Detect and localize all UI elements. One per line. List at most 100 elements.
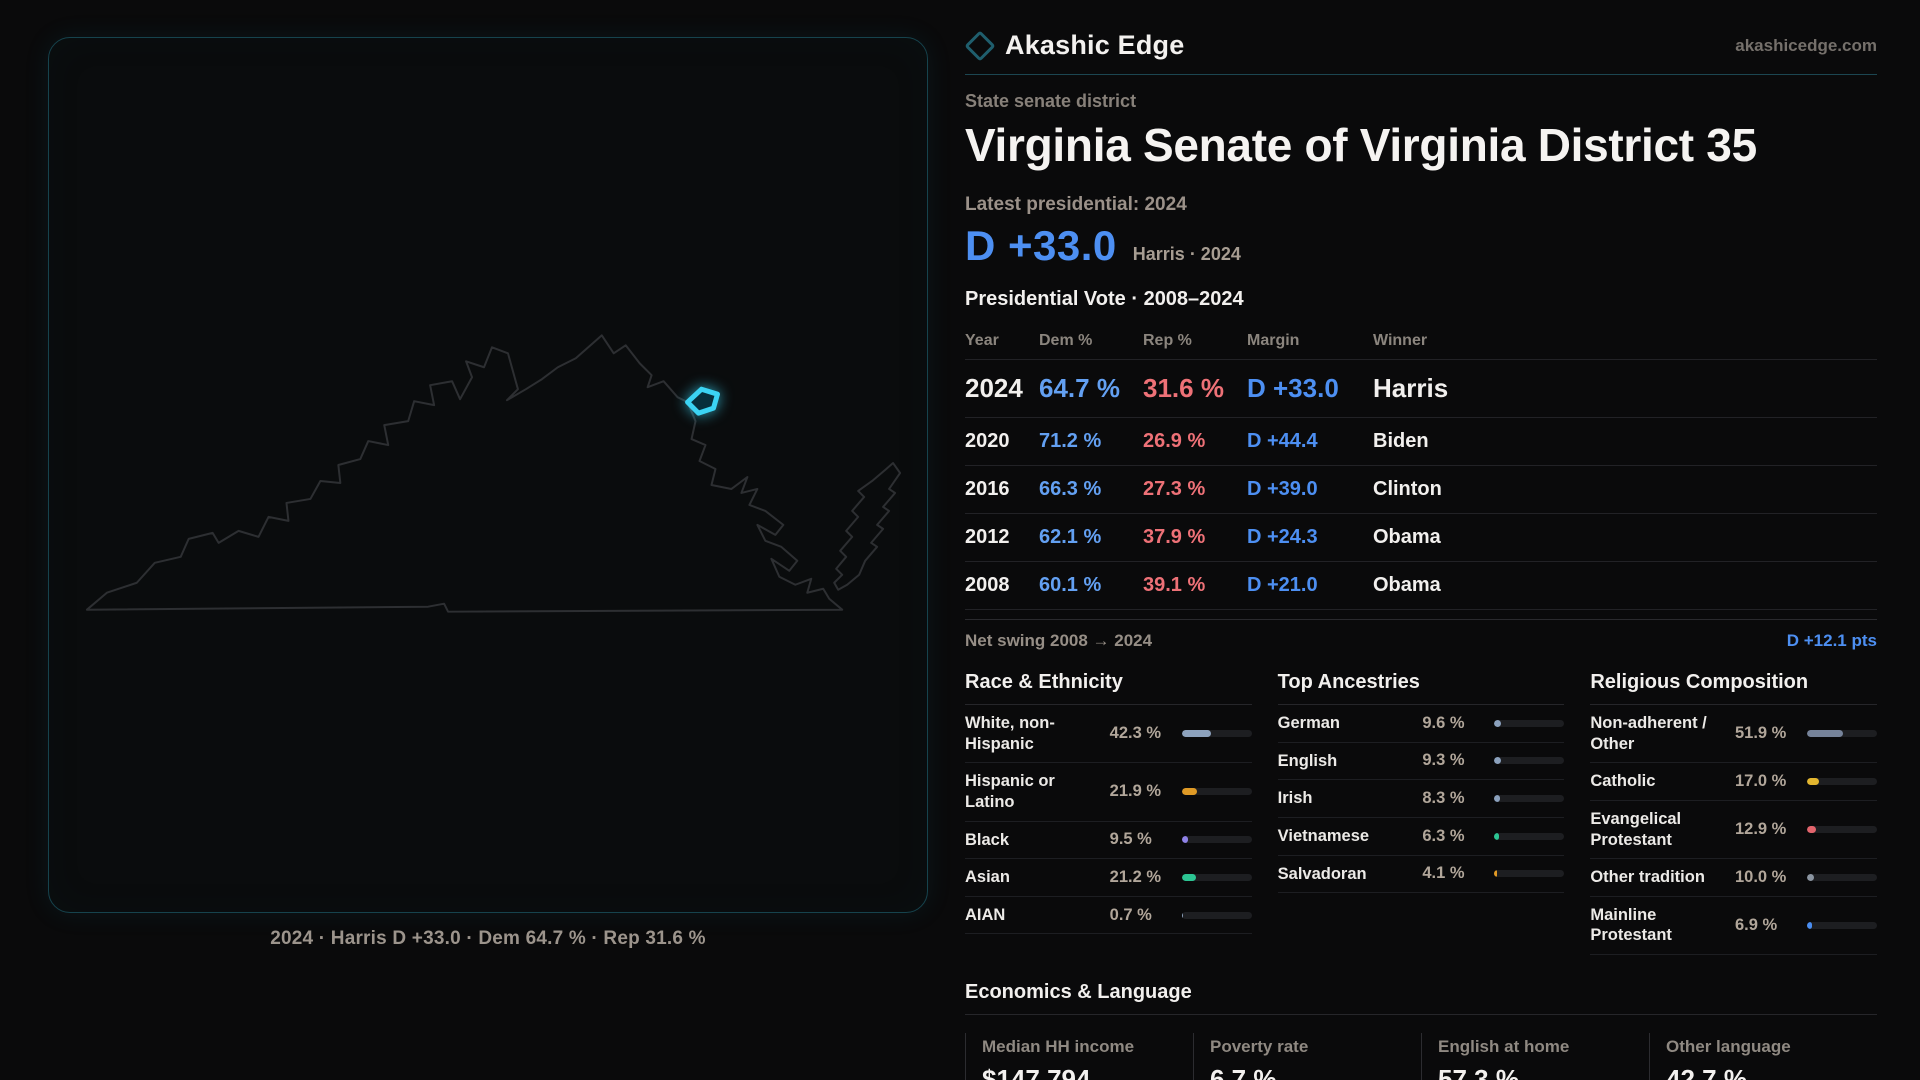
latest-presidential-label: Latest presidential: 2024 [965, 194, 1187, 215]
demographic-value: 6.9 % [1734, 915, 1778, 934]
demographic-bar-fill [1181, 730, 1212, 738]
demographic-row: AIAN 0.7 % [965, 897, 1252, 935]
brand-name: Akashic Edge [1005, 30, 1185, 60]
state-outline-eastern-shore [833, 462, 902, 591]
vote-winner: Clinton [1373, 478, 1442, 500]
demographic-bar-fill [1806, 778, 1819, 786]
demographic-bar-track [1806, 778, 1877, 786]
economic-stat-label: English at home [1438, 1037, 1570, 1056]
group-title: Top Ancestries [1277, 671, 1565, 705]
demographic-label: Mainline Protestant [1590, 905, 1672, 945]
demographic-value: 42.3 % [1109, 724, 1162, 743]
latest-margin-detail: Harris · 2024 [1132, 244, 1241, 264]
demographic-bar-track [1181, 873, 1252, 881]
demographic-label: Hispanic or Latino [965, 772, 1055, 811]
district-type-kicker: State senate district [965, 91, 1137, 111]
economic-stat-label: Other language [1666, 1037, 1791, 1056]
vote-col-header: Rep % [1143, 332, 1192, 349]
vote-dem-pct: 66.3 % [1039, 478, 1102, 500]
vote-rep-pct: 31.6 % [1143, 373, 1224, 403]
demographic-bar-fill [1494, 832, 1499, 840]
demographic-bar-fill [1181, 788, 1197, 796]
vote-col-header: Winner [1373, 332, 1428, 349]
economic-stat: English at home 57.3 % [1421, 1033, 1649, 1080]
demographic-label: Vietnamese [1277, 826, 1370, 845]
demographic-label: Catholic [1590, 772, 1656, 791]
state-outline-virginia [85, 334, 844, 613]
vote-margin: D +44.4 [1247, 430, 1318, 452]
race-ethnicity-group: Race & Ethnicity White, non-Hispanic 42.3… [965, 671, 1252, 935]
demographic-row: Hispanic or Latino 21.9 % [965, 763, 1252, 822]
demographic-label: English [1277, 751, 1338, 770]
demographic-bar-track [1806, 921, 1877, 929]
demographics-grid: Race & Ethnicity White, non-Hispanic 42.3… [965, 671, 1877, 955]
demographic-label: German [1277, 714, 1341, 732]
demographic-row: Asian 21.2 % [965, 859, 1252, 897]
vote-table-row: 2016 66.3 % 27.3 % D +39.0 Clinton [965, 466, 1877, 514]
vote-table-row: 2024 64.7 % 31.6 % D +33.0 Harris [965, 360, 1877, 418]
latest-margin-row: D +33.0 Harris · 2024 [965, 222, 1877, 270]
economic-stat-value: $147,794 [982, 1064, 1091, 1080]
demographic-label: White, non-Hispanic [965, 714, 1055, 753]
economics-stats-row: Median HH income $147,794 Poverty rate 6.7 … [965, 1033, 1877, 1080]
demographic-bar-track [1494, 870, 1565, 878]
demographic-bar-track [1181, 836, 1252, 844]
demographic-value: 9.6 % [1422, 713, 1465, 732]
vote-col-header: Year [965, 332, 999, 349]
demographic-bar-track [1806, 826, 1877, 833]
vote-margin: D +21.0 [1247, 574, 1318, 596]
demographic-bar-track [1181, 730, 1252, 738]
district-35-highlight[interactable] [685, 386, 720, 416]
religious-composition-group: Religious Composition Non-adherent / Oth… [1590, 671, 1877, 955]
vote-year: 2008 [965, 574, 1010, 596]
demographic-row: German 9.6 % [1277, 705, 1565, 743]
vote-winner: Biden [1373, 430, 1429, 452]
vote-dem-pct: 60.1 % [1039, 574, 1102, 596]
net-swing-row: Net swing 2008 → 2024 D +12.1 pts [965, 631, 1877, 651]
demographic-bar-track [1494, 719, 1565, 727]
demographic-value: 4.1 % [1422, 864, 1465, 883]
demographic-value: 10.0 % [1734, 867, 1787, 886]
demographic-row: Non-adherent / Other 51.9 % [1590, 705, 1877, 764]
vote-winner: Obama [1373, 526, 1441, 548]
vote-rep-pct: 27.3 % [1143, 478, 1206, 500]
demographic-bar-fill [1494, 870, 1498, 878]
vote-table-title: Presidential Vote · 2008–2024 [965, 288, 1244, 310]
demographic-value: 9.5 % [1109, 830, 1152, 849]
vote-rep-pct: 37.9 % [1143, 526, 1206, 548]
economic-stat-value: 6.7 % [1210, 1064, 1277, 1080]
demographic-bar-track [1806, 873, 1877, 881]
demographic-bar-track [1806, 730, 1877, 738]
demographic-label: Asian [965, 868, 1010, 887]
vote-table-header: Year Dem % Rep % Margin Winner [965, 323, 1877, 360]
vote-col-header: Dem % [1039, 332, 1093, 349]
vote-margin: D +33.0 [1247, 373, 1339, 403]
vote-margin: D +24.3 [1247, 526, 1318, 548]
map-card[interactable] [48, 37, 928, 913]
demographic-row: White, non-Hispanic 42.3 % [965, 705, 1252, 764]
vote-table-row: 2008 60.1 % 39.1 % D +21.0 Obama [965, 562, 1877, 610]
vote-col-header: Margin [1247, 332, 1300, 349]
demographic-bar-fill [1494, 757, 1501, 765]
economic-stat-label: Poverty rate [1210, 1037, 1309, 1056]
vote-year: 2024 [965, 373, 1023, 403]
page-title: Virginia Senate of Virginia District 35 [965, 119, 1757, 171]
vote-rep-pct: 26.9 % [1143, 430, 1206, 452]
demographic-value: 17.0 % [1734, 772, 1787, 791]
demographic-row: Mainline Protestant 6.9 % [1590, 897, 1877, 955]
brand-row: Akashic Edge akashicedge.com [964, 29, 1877, 62]
economic-stat: Other language 42.7 % [1649, 1033, 1877, 1080]
net-swing-label: Net swing 2008 → 2024 [965, 631, 1153, 650]
diamond-logo-icon [964, 29, 996, 62]
vote-margin: D +39.0 [1247, 478, 1318, 500]
demographic-value: 12.9 % [1734, 820, 1787, 838]
economic-stat-label: Median HH income [982, 1037, 1135, 1056]
demographic-row: Catholic 17.0 % [1590, 763, 1877, 801]
demographic-bar-fill [1806, 826, 1816, 833]
demographic-value: 21.9 % [1109, 782, 1162, 801]
economic-stat-value: 42.7 % [1666, 1064, 1747, 1080]
vote-year: 2020 [965, 430, 1010, 452]
vote-rep-pct: 39.1 % [1143, 574, 1206, 596]
map-caption: 2024 · Harris D +33.0 · Dem 64.7 % · Rep… [270, 928, 706, 949]
demographic-row: Salvadoran 4.1 % [1277, 856, 1565, 894]
